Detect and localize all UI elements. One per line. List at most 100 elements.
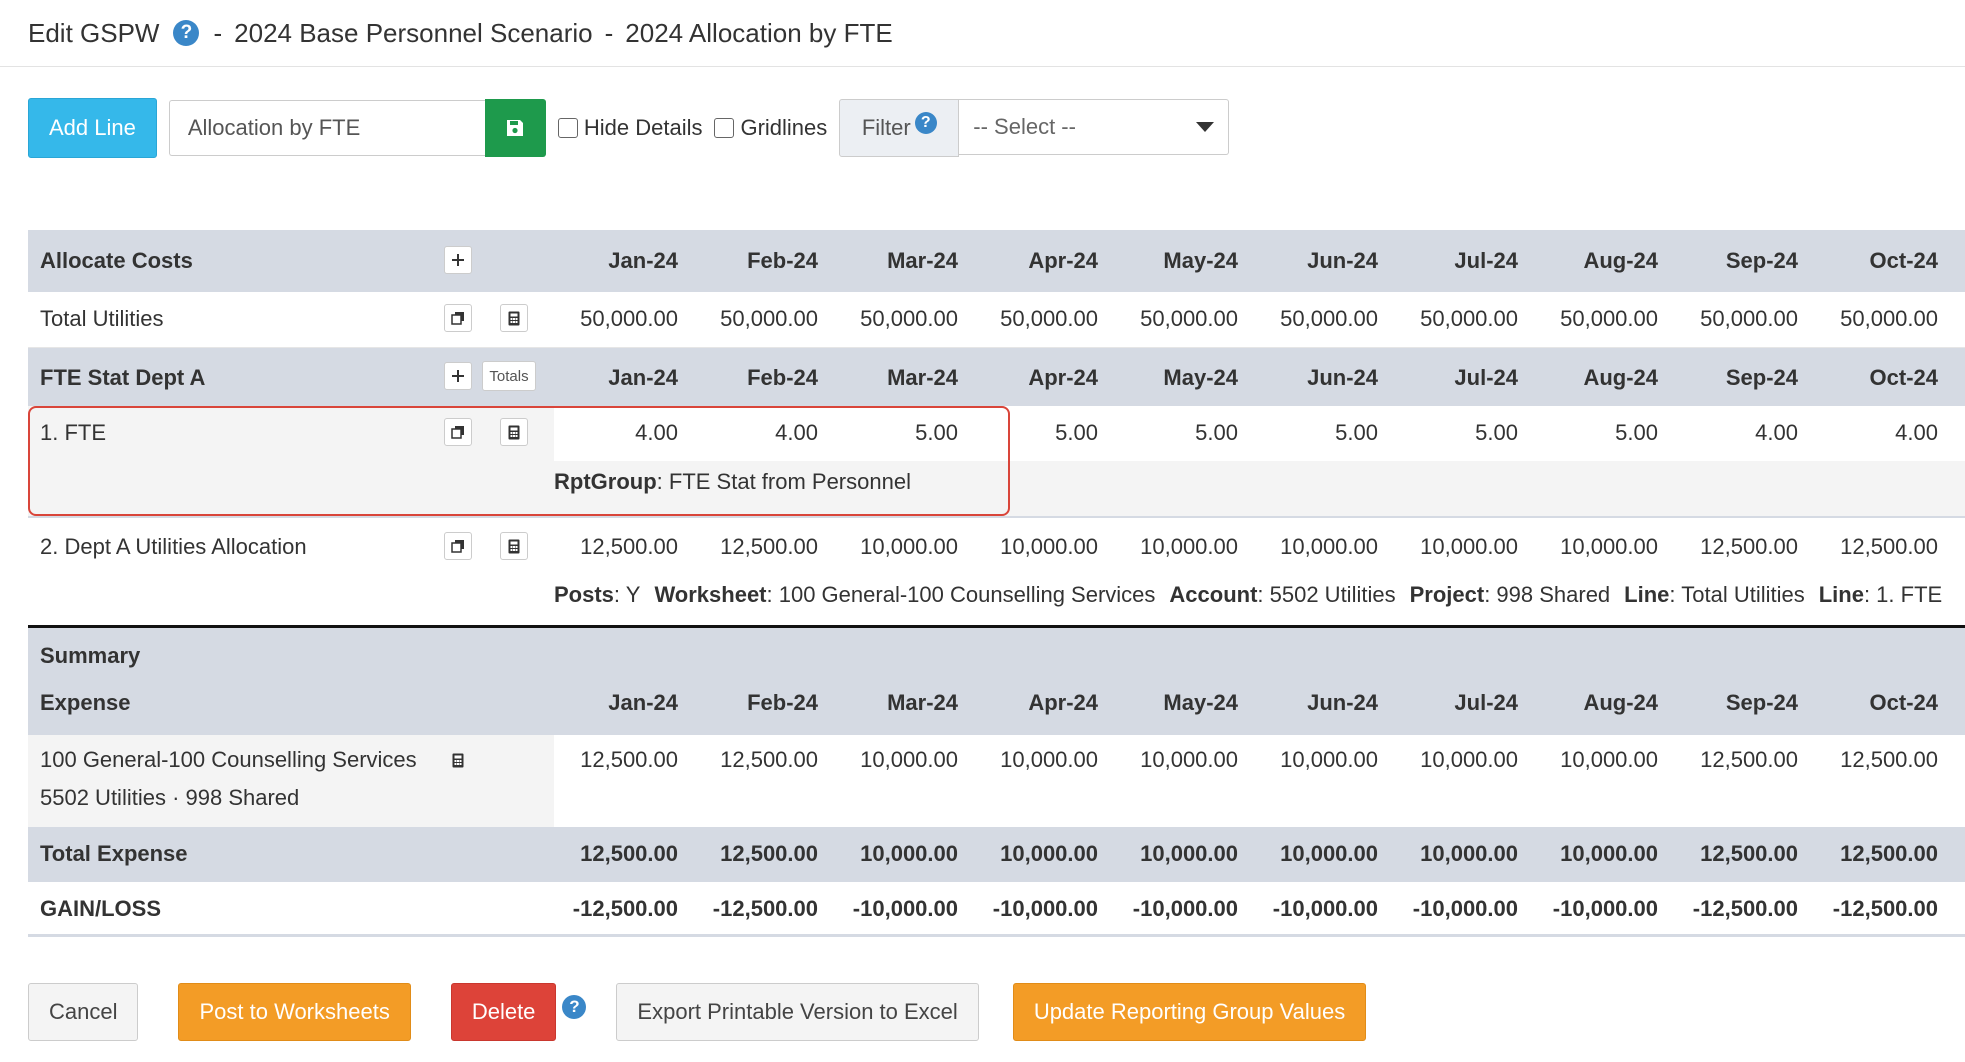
value-cell[interactable]: 5.00 (1475, 420, 1518, 445)
value-cell: 50,000.00 (1140, 306, 1238, 331)
expense-header: Expense Jan-24 Feb-24 Mar-24 Apr-24 May-24 Ju… (28, 680, 1965, 735)
gridlines-label: Gridlines (740, 115, 828, 140)
value-cell: 50,000.00 (580, 306, 678, 331)
value-cell: 50,000.00 (1560, 306, 1658, 331)
value-cell: Jan-24 (608, 248, 678, 273)
total-utilities-row: Total Utilities 50,000.00 50,000.00 50,000… (28, 292, 1965, 348)
meta-key: Worksheet (654, 582, 767, 607)
value-cell[interactable]: 5.00 (1195, 420, 1238, 445)
add-icon[interactable] (444, 362, 472, 390)
totals-button[interactable]: Totals (482, 361, 536, 391)
add-icon[interactable] (444, 246, 472, 274)
meta-value: : Y (613, 582, 641, 607)
value-cell[interactable]: 4.00 (1755, 420, 1798, 445)
value-cell[interactable]: 4.00 (635, 420, 678, 445)
meta-item: Line: Total Utilities (1624, 582, 1805, 607)
meta-value: : Total Utilities (1669, 582, 1805, 607)
value-cell: 12,500.00 (1700, 747, 1798, 772)
value-cell: 10,000.00 (1000, 747, 1098, 772)
value-cell: -10,000.00 (1272, 896, 1378, 921)
meta-item: Line: 1. FTE (1819, 582, 1942, 607)
meta-item: Posts: Y (554, 582, 640, 607)
value-cell: 50,000.00 (1000, 306, 1098, 331)
delete-button[interactable]: Delete (450, 983, 557, 1041)
value-cell: Mar-24 (887, 690, 958, 715)
value-cell: -10,000.00 (992, 896, 1098, 921)
meta-value: : 1. FTE (1863, 582, 1943, 607)
copy-icon[interactable] (444, 304, 472, 332)
filter-label-text: Filter (861, 115, 911, 140)
cancel-button[interactable]: Cancel (28, 983, 139, 1041)
meta-key: Line (1818, 582, 1864, 607)
update-reporting-group-button[interactable]: Update Reporting Group Values (1012, 983, 1367, 1041)
copy-icon[interactable] (444, 532, 472, 560)
filter-selected-value: -- Select -- (973, 114, 1076, 139)
value-cell: 12,500.00 (1700, 534, 1798, 559)
checkbox-box[interactable] (557, 118, 578, 138)
title-separator: - (604, 17, 614, 48)
value-cell: 12,500.00 (1840, 841, 1938, 866)
help-icon[interactable]: ? (173, 20, 200, 46)
filter-help-icon[interactable]: ? (914, 112, 937, 134)
value-cell: 10,000.00 (860, 841, 958, 866)
hide-details-checkbox[interactable]: Hide Details (557, 115, 702, 141)
value-cell: -12,500.00 (572, 896, 678, 921)
fte-stat-header: FTE Stat Dept A Totals Jan-24 Feb-24 Mar-2… (28, 348, 1965, 406)
value-cell[interactable]: 5.00 (915, 420, 958, 445)
filter-select[interactable]: -- Select -- (959, 99, 1230, 155)
value-cell[interactable]: 4.00 (775, 420, 818, 445)
post-to-worksheets-button[interactable]: Post to Worksheets (178, 983, 411, 1041)
add-line-button[interactable]: Add Line (28, 98, 157, 158)
value-cell: 10,000.00 (1140, 841, 1238, 866)
value-cell: 12,500.00 (580, 747, 678, 772)
fte-meta: RptGroup: FTE Stat from Personnel (554, 469, 925, 495)
toolbar: Add Line Hide Details Gridlines Filter ?… (28, 98, 1230, 158)
calculator-icon[interactable] (500, 418, 528, 446)
calculator-icon[interactable] (446, 747, 470, 773)
checkbox-box[interactable] (714, 118, 735, 138)
page-subtitle: 2024 Allocation by FTE (625, 17, 893, 48)
value-cell: Jun-24 (1307, 365, 1378, 390)
row-label: 2. Dept A Utilities Allocation (40, 534, 307, 559)
help-icon[interactable]: ? (562, 995, 587, 1019)
section-title: Expense (40, 690, 131, 715)
value-cell: May-24 (1163, 365, 1238, 390)
value-cell: Apr-24 (1028, 690, 1098, 715)
value-cell: 10,000.00 (1000, 534, 1098, 559)
calculator-icon[interactable] (500, 304, 528, 332)
value-cell: Oct-24 (1869, 690, 1938, 715)
value-cell[interactable]: 5.00 (1615, 420, 1658, 445)
calculator-icon[interactable] (500, 532, 528, 560)
value-cell[interactable]: 5.00 (1055, 420, 1098, 445)
save-button[interactable] (484, 99, 546, 157)
fte-row: 1. FTE 4.00 4.00 5.00 5.00 5.00 5.00 5.00 5.00 4… (28, 406, 1965, 516)
copy-icon[interactable] (444, 418, 472, 446)
value-cell: Apr-24 (1028, 365, 1098, 390)
meta-key: Account (1169, 582, 1258, 607)
value-cell: 50,000.00 (720, 306, 818, 331)
value-cell: 10,000.00 (1000, 841, 1098, 866)
section-title: Allocate Costs (40, 248, 193, 273)
label-band (28, 406, 554, 516)
value-cell[interactable]: 4.00 (1895, 420, 1938, 445)
value-cell: Oct-24 (1869, 248, 1938, 273)
allocation-name-input[interactable] (168, 100, 485, 156)
row-label: Total Expense (40, 841, 188, 866)
section-title: Summary (40, 643, 141, 668)
value-cell: Jun-24 (1307, 690, 1378, 715)
meta-key: Line (1624, 582, 1670, 607)
value-cell: May-24 (1163, 248, 1238, 273)
row-label: GAIN/LOSS (40, 896, 162, 921)
value-cell: Jan-24 (608, 690, 678, 715)
value-cell[interactable]: 5.00 (1335, 420, 1378, 445)
meta-value: : 998 Shared (1484, 582, 1611, 607)
value-cell: 10,000.00 (1280, 841, 1378, 866)
value-cell: 10,000.00 (1140, 747, 1238, 772)
export-excel-button[interactable]: Export Printable Version to Excel (616, 983, 979, 1041)
value-cell: 50,000.00 (1420, 306, 1518, 331)
gridlines-checkbox[interactable]: Gridlines (714, 115, 827, 141)
value-cell: Aug-24 (1583, 365, 1658, 390)
value-cell: Mar-24 (887, 248, 958, 273)
value-cell: -10,000.00 (1132, 896, 1238, 921)
value-cell: -12,500.00 (1832, 896, 1938, 921)
